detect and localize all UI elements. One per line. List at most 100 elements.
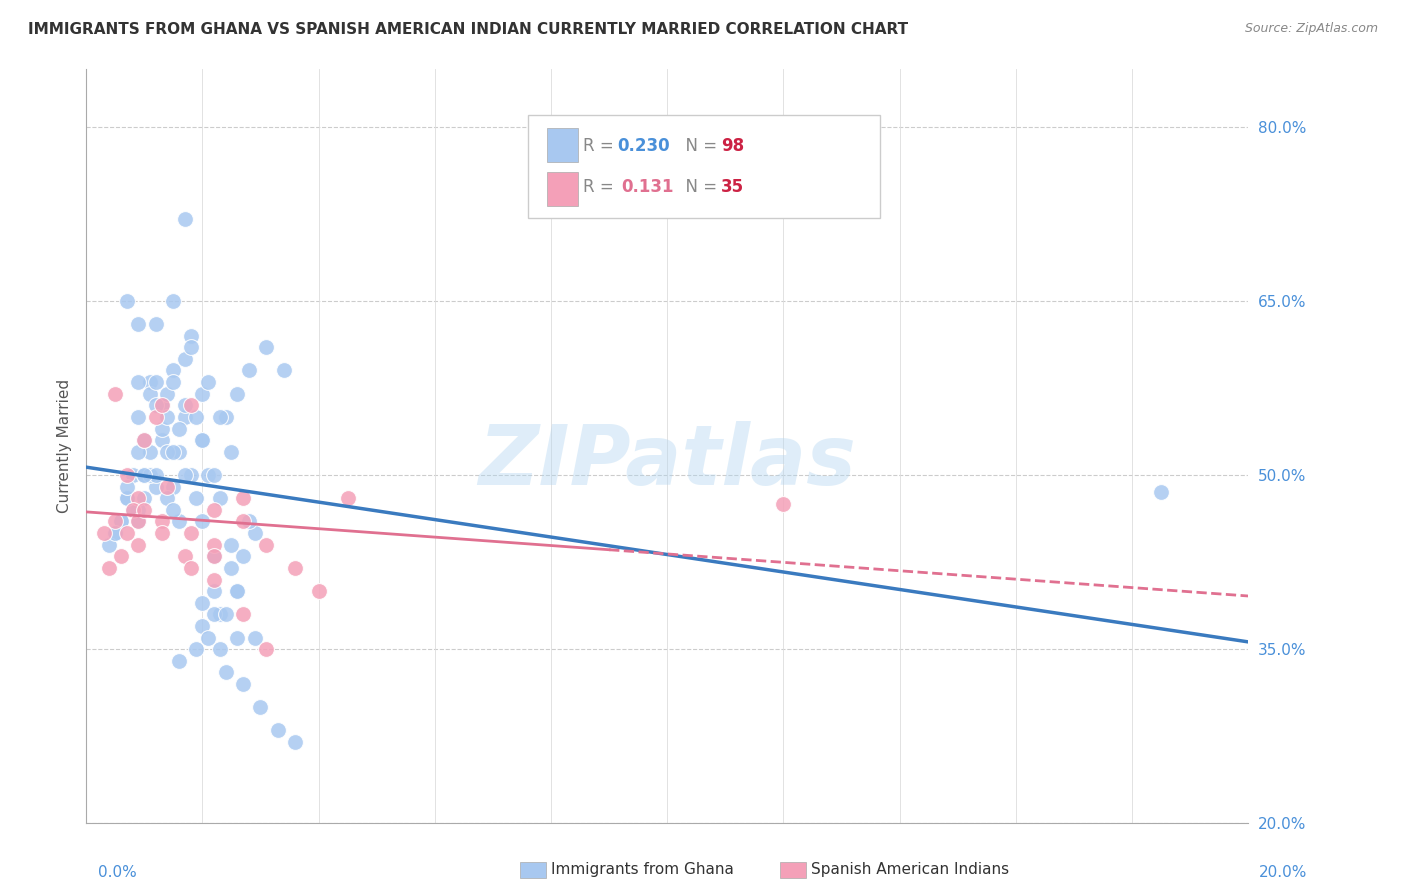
Point (162, 480, 184, 494)
Point (150, 526, 173, 541)
Point (150, 515, 173, 529)
Point (173, 212, 195, 227)
Point (202, 607, 225, 622)
Point (110, 549, 132, 564)
Point (772, 497, 794, 511)
Point (173, 409, 195, 424)
Point (145, 398, 167, 412)
Point (214, 409, 236, 424)
Point (308, 584, 330, 599)
Point (150, 398, 173, 412)
Point (156, 409, 179, 424)
Point (243, 631, 266, 645)
Point (221, 538, 243, 552)
Point (134, 491, 156, 506)
Point (162, 503, 184, 517)
Point (156, 491, 179, 506)
Y-axis label: Currently Married: Currently Married (58, 379, 72, 513)
Point (226, 631, 249, 645)
Point (249, 700, 271, 714)
Point (115, 293, 138, 308)
Point (110, 515, 132, 529)
Text: Spanish American Indians: Spanish American Indians (811, 863, 1010, 877)
Text: ZIPatlas: ZIPatlas (478, 420, 856, 501)
Point (208, 409, 231, 424)
Point (145, 409, 167, 424)
Point (156, 444, 179, 458)
Point (127, 503, 149, 517)
Point (127, 515, 149, 529)
Point (238, 515, 260, 529)
Point (202, 549, 225, 564)
Text: Immigrants from Ghana: Immigrants from Ghana (551, 863, 734, 877)
Point (134, 468, 156, 483)
Point (127, 317, 149, 331)
Point (139, 386, 162, 401)
Point (127, 538, 149, 552)
Point (150, 398, 173, 412)
Point (197, 468, 219, 483)
Point (98, 561, 121, 575)
Text: R =: R = (583, 137, 619, 155)
Point (145, 375, 167, 389)
Point (173, 468, 195, 483)
Point (273, 363, 295, 377)
Point (115, 491, 138, 506)
Point (173, 351, 195, 366)
Point (197, 375, 219, 389)
Point (134, 433, 156, 447)
Point (284, 735, 307, 749)
Point (115, 480, 138, 494)
Point (221, 561, 243, 575)
Point (226, 584, 249, 599)
Point (93, 526, 115, 541)
Point (127, 491, 149, 506)
Point (226, 584, 249, 599)
Point (180, 398, 202, 412)
Point (173, 549, 195, 564)
Point (197, 631, 219, 645)
Point (127, 375, 149, 389)
Point (104, 515, 127, 529)
Point (186, 409, 208, 424)
Text: R =: R = (583, 178, 624, 196)
Point (208, 642, 231, 657)
Point (121, 503, 143, 517)
Point (284, 561, 307, 575)
Point (167, 444, 190, 458)
Point (110, 515, 132, 529)
Point (191, 619, 214, 633)
Point (243, 526, 266, 541)
Text: 0.0%: 0.0% (98, 865, 138, 880)
Point (104, 526, 127, 541)
Text: 35: 35 (721, 178, 744, 196)
Point (150, 398, 173, 412)
Point (214, 607, 236, 622)
Point (191, 433, 214, 447)
Point (202, 549, 225, 564)
Point (232, 677, 254, 691)
Point (191, 515, 214, 529)
Point (134, 503, 156, 517)
Point (180, 340, 202, 354)
Point (173, 398, 195, 412)
Point (134, 468, 156, 483)
Point (115, 491, 138, 506)
Point (202, 573, 225, 587)
Text: 20.0%: 20.0% (1260, 865, 1308, 880)
Point (232, 549, 254, 564)
Point (208, 607, 231, 622)
Point (186, 491, 208, 506)
Point (180, 328, 202, 343)
Point (180, 526, 202, 541)
Point (104, 526, 127, 541)
Point (115, 468, 138, 483)
Point (127, 409, 149, 424)
Point (254, 642, 277, 657)
Point (180, 468, 202, 483)
Point (191, 596, 214, 610)
Point (221, 444, 243, 458)
Text: IMMIGRANTS FROM GHANA VS SPANISH AMERICAN INDIAN CURRENTLY MARRIED CORRELATION C: IMMIGRANTS FROM GHANA VS SPANISH AMERICA… (28, 22, 908, 37)
Point (167, 515, 190, 529)
Point (214, 665, 236, 680)
